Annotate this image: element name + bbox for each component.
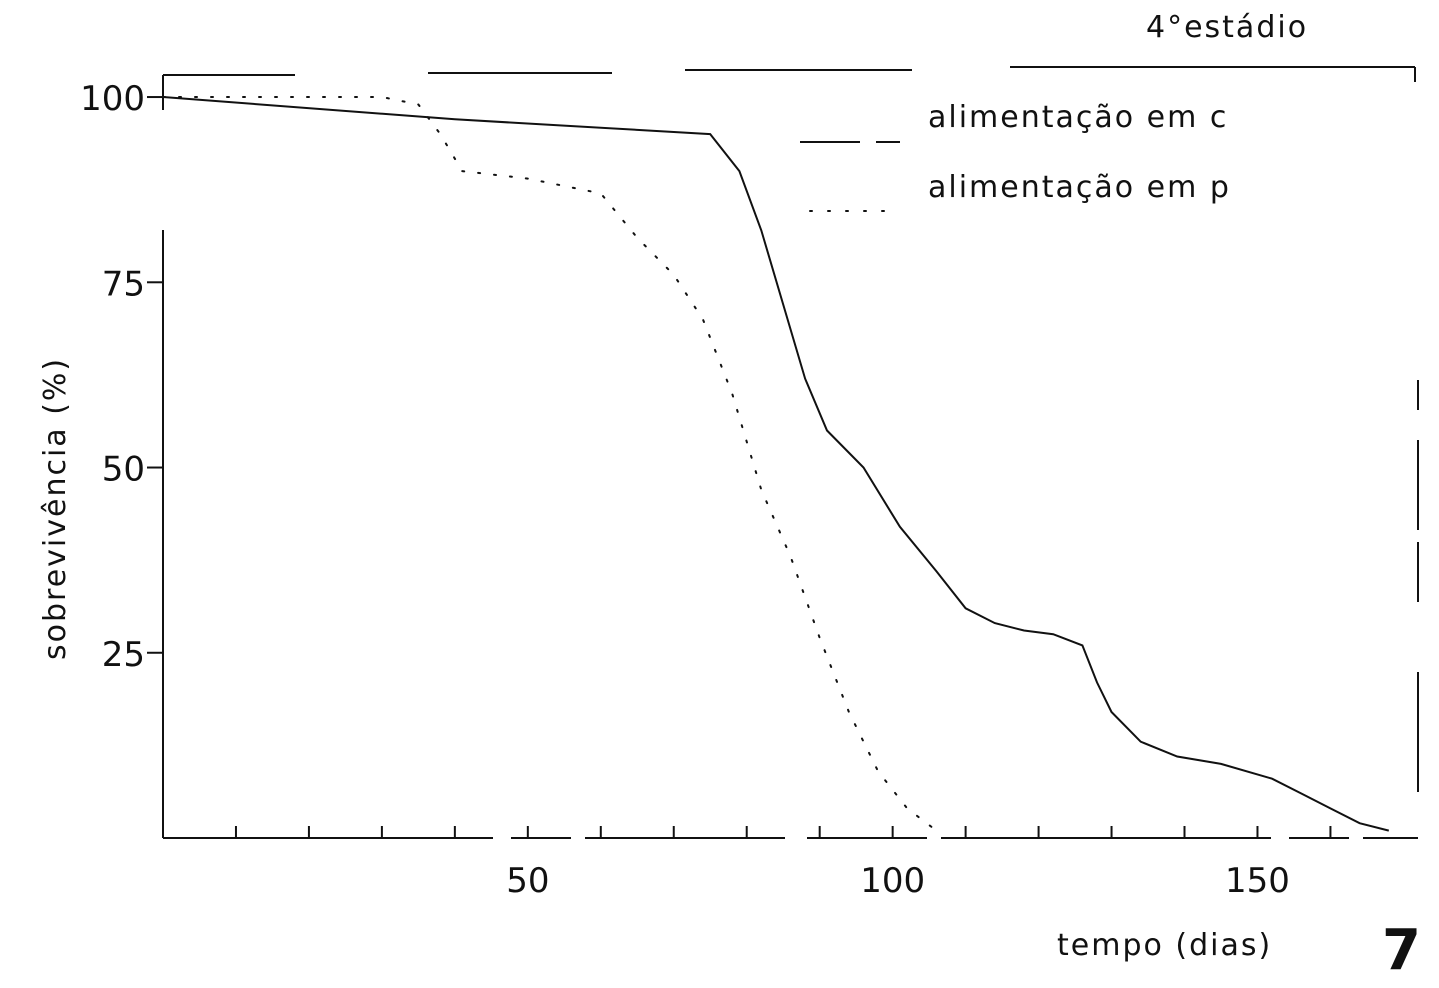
y-tick-label: 50 — [102, 450, 145, 490]
chart-ticks: 25 50 75 100 50 100 150 — [80, 79, 1332, 901]
legend-label-solid: alimentação em c — [928, 100, 1229, 135]
x-tick-label: 50 — [506, 861, 549, 901]
x-tick-label: 100 — [860, 861, 925, 901]
series-line-dotted — [162, 96, 938, 832]
chart-axes — [162, 66, 1419, 839]
y-axis-label: sobrevivência (%) — [38, 356, 73, 660]
y-tick-label: 25 — [102, 635, 145, 675]
figure-number: 7 — [1382, 918, 1421, 983]
legend-label-dotted: alimentação em p — [928, 170, 1231, 205]
x-axis-label: tempo (dias) — [1057, 928, 1273, 963]
x-tick-label: 150 — [1225, 861, 1290, 901]
series-line-solid — [162, 96, 1390, 832]
stage-label: 4°estádio — [1146, 10, 1309, 45]
chart-legend — [800, 141, 901, 212]
y-tick-label: 100 — [80, 79, 145, 119]
y-tick-label: 75 — [102, 264, 145, 304]
chart-series — [162, 96, 1390, 832]
